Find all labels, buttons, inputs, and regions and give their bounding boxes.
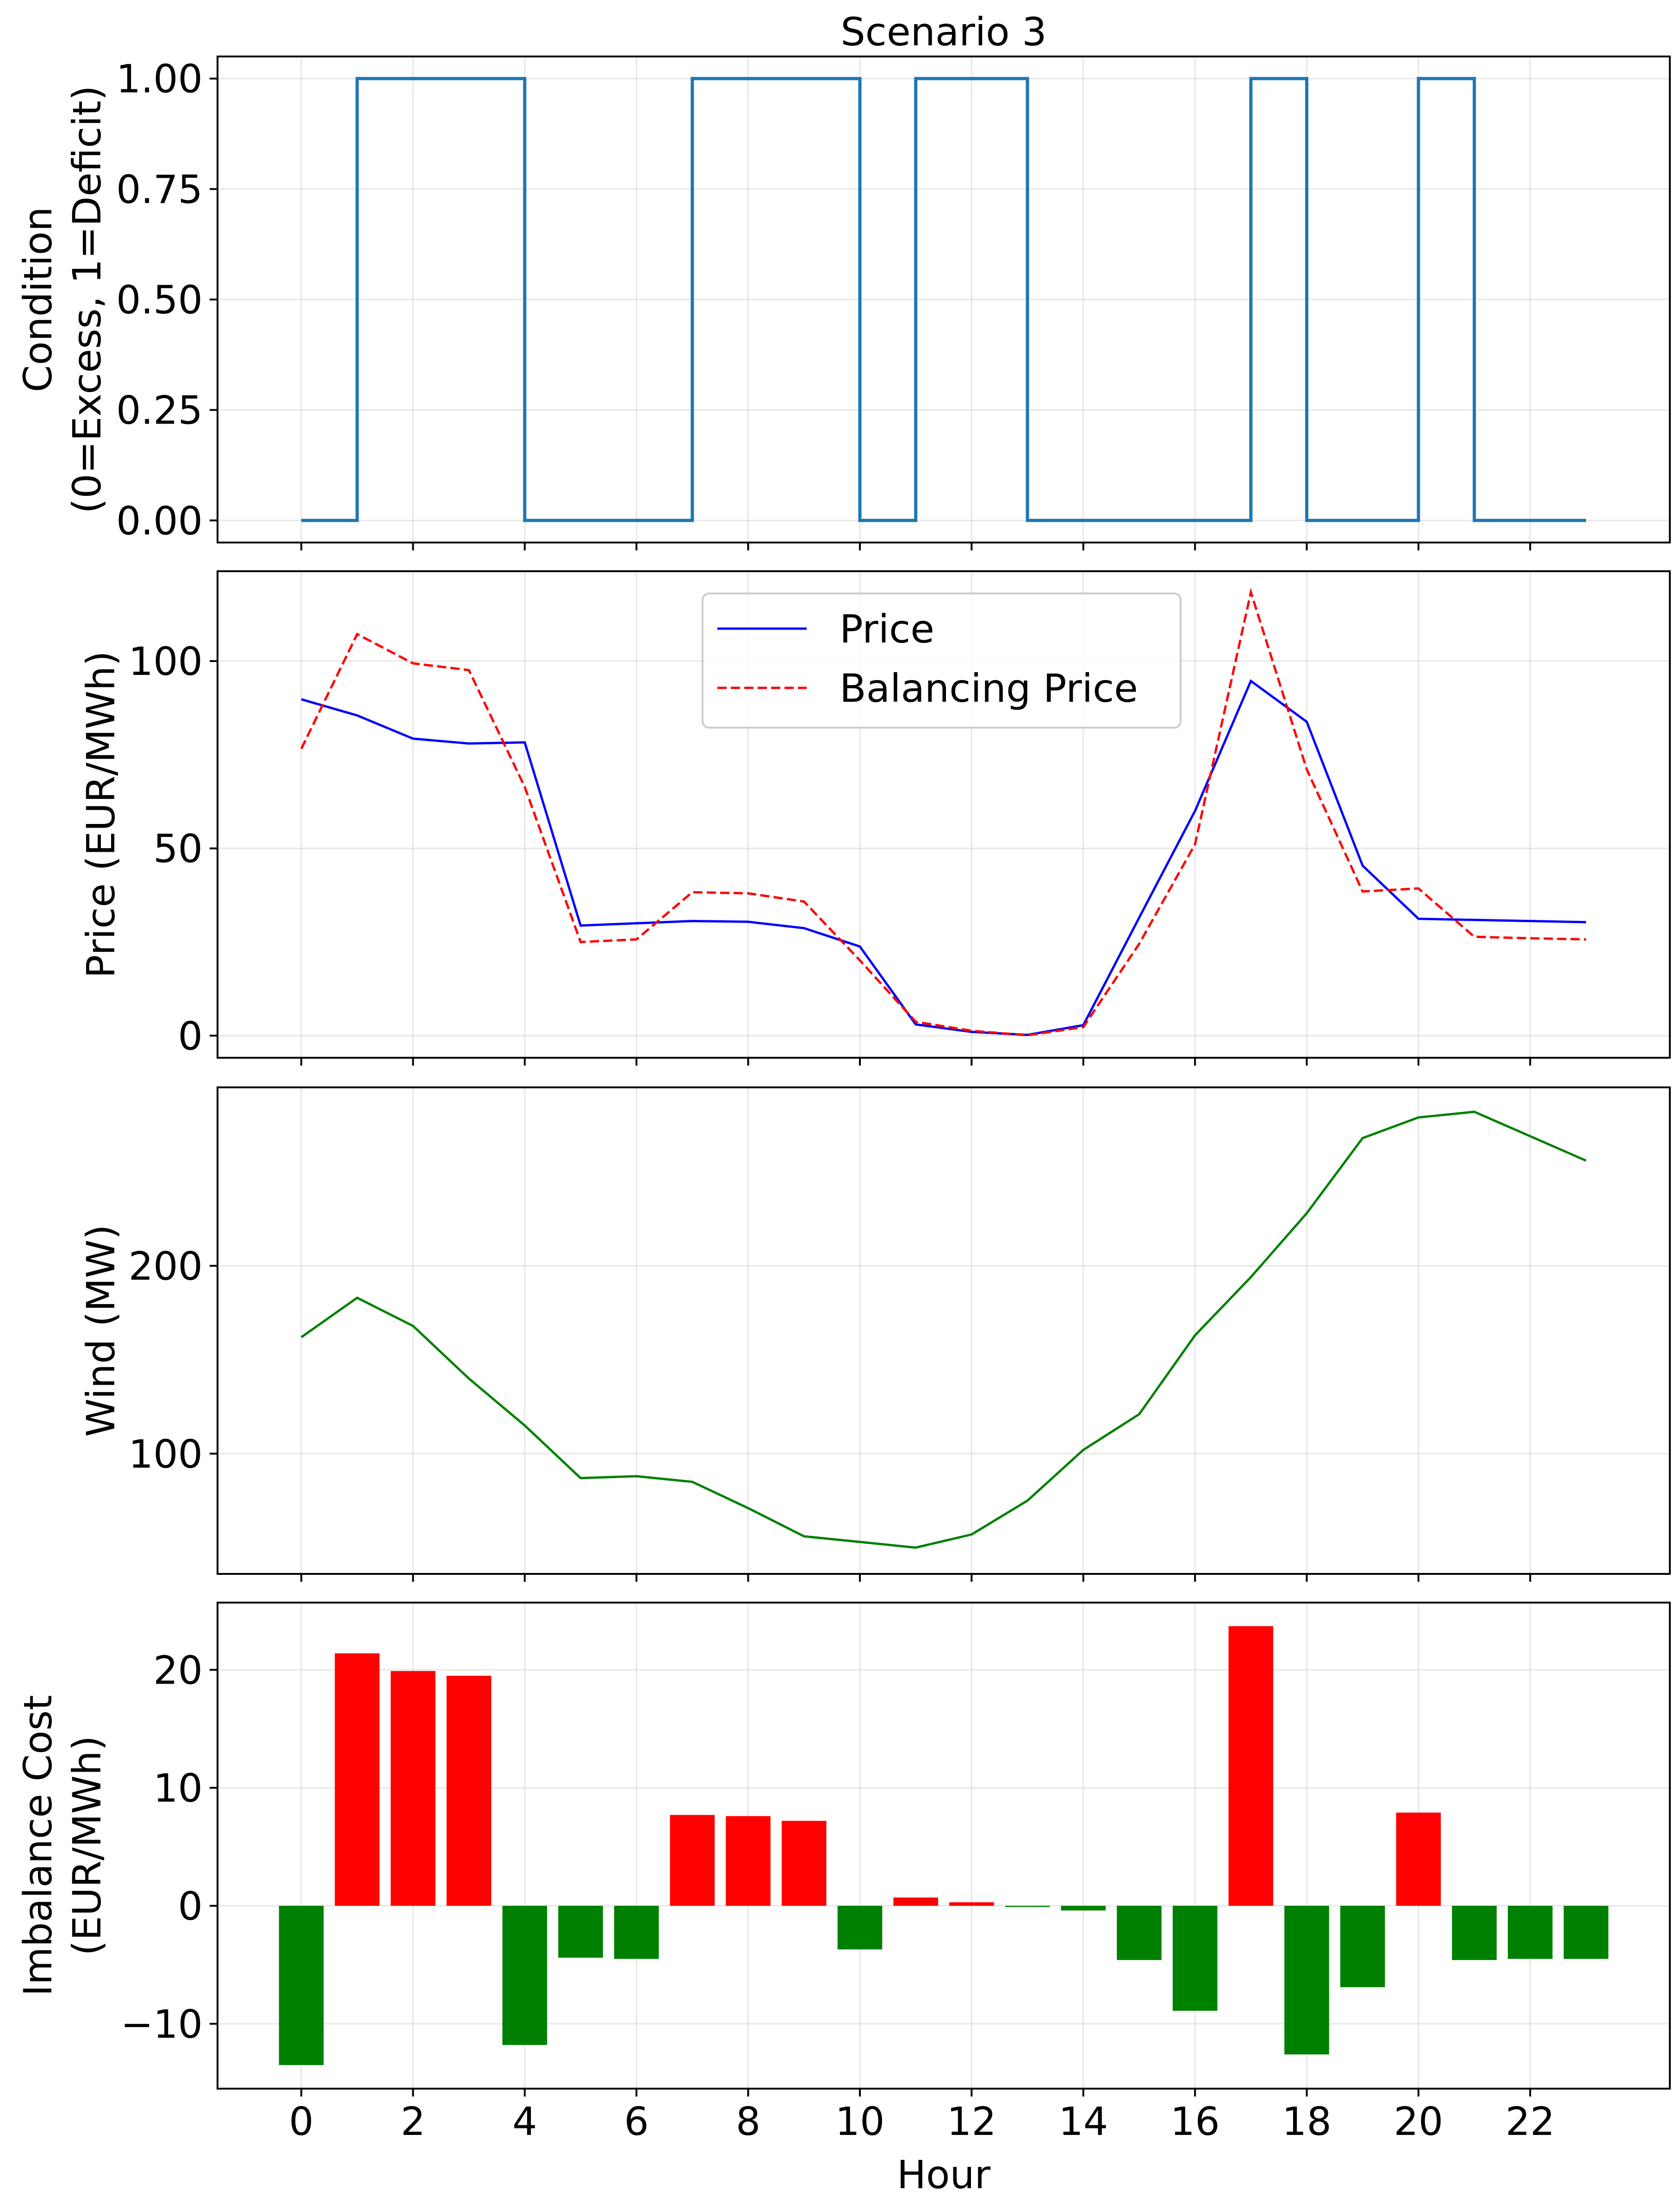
bar-hour-20 — [1396, 1812, 1441, 1906]
bar-hour-3 — [446, 1676, 492, 1906]
bar-hour-17 — [1228, 1626, 1274, 1906]
x-tick-label: 0 — [289, 2099, 313, 2144]
y-axis-label: Condition — [15, 207, 61, 393]
y-axis-label: (0=Excess, 1=Deficit) — [64, 85, 110, 513]
x-tick-label: 8 — [736, 2099, 760, 2144]
x-tick-label: 22 — [1506, 2099, 1555, 2144]
x-tick-label: 14 — [1058, 2099, 1108, 2144]
x-axis-label: Hour — [897, 2152, 991, 2197]
bar-hour-6 — [614, 1905, 659, 1959]
axes-frame — [217, 1086, 1671, 1575]
bar-hour-9 — [781, 1821, 827, 1906]
y-axis-label: Imbalance Cost — [15, 1695, 61, 1997]
y-tick-label: 0 — [178, 1013, 203, 1059]
bar-hour-2 — [391, 1671, 436, 1906]
y-tick-label: 0.25 — [116, 388, 203, 433]
bar-hour-16 — [1172, 1905, 1218, 2011]
price-line — [301, 679, 1587, 1036]
bar-hour-21 — [1452, 1905, 1497, 1960]
y-tick-label: 0 — [178, 1884, 203, 1929]
bar-hour-19 — [1340, 1905, 1385, 1987]
plot-area — [218, 1087, 1670, 1574]
y-tick-label: 100 — [129, 1431, 203, 1477]
y-axis-label: (EUR/MWh) — [64, 1735, 110, 1956]
bar-hour-0 — [279, 1905, 324, 2065]
x-tick-label: 2 — [401, 2099, 425, 2144]
bar-hour-5 — [558, 1905, 603, 1958]
x-tick-label: 6 — [624, 2099, 648, 2144]
bar-hour-12 — [949, 1902, 994, 1906]
bar-hour-23 — [1563, 1905, 1609, 1959]
bar-hour-13 — [1005, 1905, 1050, 1907]
condition-panel: 0.00 0.25 0.50 0.75 1.00 Condition (0=Excess, … — [15, 9, 1671, 550]
y-tick-label: 20 — [153, 1647, 203, 1693]
bar-hour-22 — [1507, 1905, 1553, 1959]
y-tick-label: −10 — [121, 2002, 203, 2047]
y-axis-label: Price (EUR/MWh) — [78, 651, 124, 978]
chart-title: Scenario 3 — [840, 9, 1046, 55]
x-tick-label: 12 — [947, 2099, 996, 2144]
bar-hour-14 — [1061, 1905, 1106, 1911]
y-tick-label: 100 — [129, 639, 203, 684]
legend-label: Price — [840, 606, 934, 652]
y-tick-label: 0.00 — [116, 498, 203, 543]
y-tick-label: 10 — [153, 1766, 203, 1811]
bar-hour-15 — [1117, 1905, 1162, 1960]
x-tick-label: 16 — [1170, 2099, 1220, 2144]
bar-hour-11 — [893, 1897, 938, 1906]
legend: Price Balancing Price — [702, 593, 1182, 729]
bar-hour-1 — [335, 1653, 380, 1906]
legend-box — [702, 593, 1182, 729]
x-tick-label: 20 — [1394, 2099, 1443, 2144]
y-tick-label: 50 — [153, 826, 203, 872]
y-tick-label: 200 — [129, 1244, 203, 1289]
legend-label: Balancing Price — [840, 666, 1138, 711]
bar-hour-4 — [502, 1905, 548, 2045]
x-tick-label: 10 — [835, 2099, 885, 2144]
balancing-price-line — [300, 587, 1587, 1036]
y-tick-label: 1.00 — [116, 56, 203, 102]
y-tick-label: 0.50 — [116, 277, 203, 323]
y-axis-label: Wind (MW) — [78, 1224, 124, 1437]
x-tick-label: 4 — [512, 2099, 537, 2144]
series-line — [301, 77, 1586, 522]
imbalance-cost-panel: 0 2 4 6 8 10 12 14 16 18 20 22 −10 0 10 20 Imbalance Cos… — [15, 1602, 1671, 2197]
bar-hour-8 — [726, 1816, 771, 1906]
series-line — [300, 1111, 1587, 1549]
y-tick-label: 0.75 — [116, 167, 203, 212]
axes-frame — [217, 570, 1671, 1059]
bar-hour-10 — [837, 1905, 883, 1950]
axes-frame — [217, 1602, 1671, 2090]
bar-hour-18 — [1284, 1905, 1329, 2055]
x-tick-label: 18 — [1282, 2099, 1332, 2144]
plot-area — [218, 56, 1670, 543]
bar-hour-7 — [670, 1815, 715, 1906]
